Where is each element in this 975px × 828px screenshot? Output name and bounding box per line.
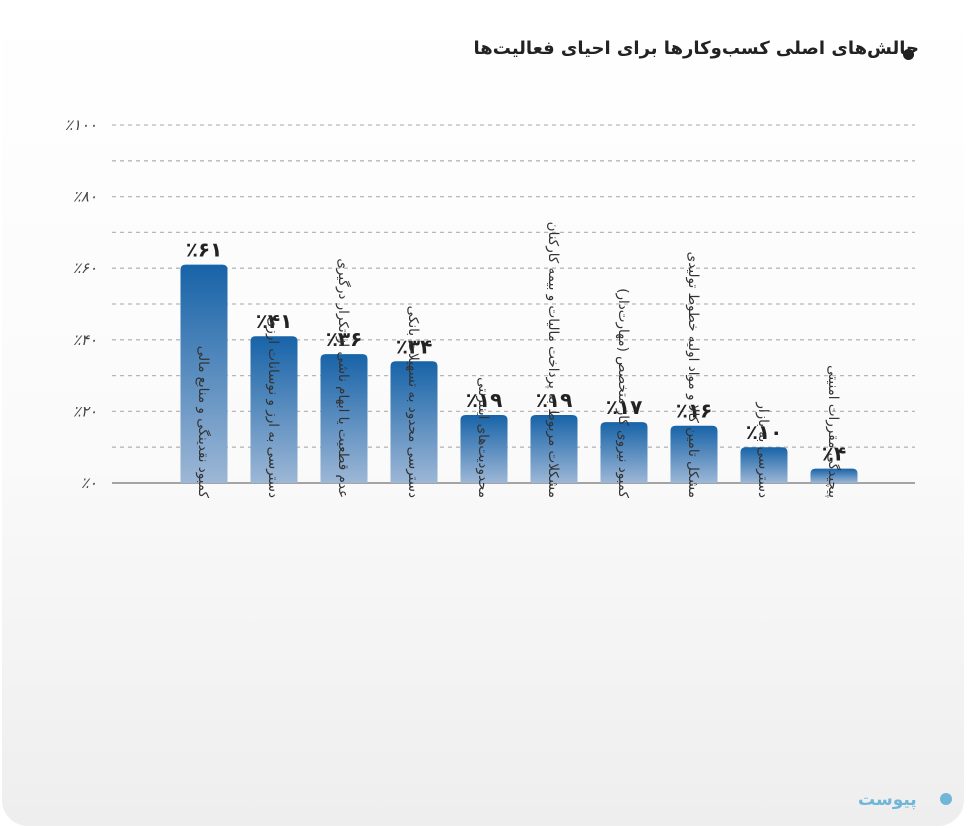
bar-value-label: ٪۴ — [822, 442, 846, 466]
y-tick-label: ٪۴۰ — [73, 331, 97, 349]
bar — [670, 425, 718, 483]
bar — [250, 336, 298, 483]
category-label: دسترسی به بازار — [755, 401, 771, 498]
bar-value-label: ٪۱۰ — [746, 420, 783, 444]
watermark-logo: پیوست — [858, 790, 917, 810]
bar-value-label: ٪۳۴ — [396, 334, 433, 358]
bar-value-label: ٪۴۱ — [256, 309, 293, 333]
bar — [460, 414, 508, 483]
y-tick-label: ٪۸۰ — [73, 188, 97, 206]
bar — [390, 361, 438, 483]
category-label: پیچیدگی مقررات امنیتی — [825, 365, 842, 498]
bar — [530, 414, 578, 483]
bars — [180, 264, 858, 483]
watermark-logo-icon — [940, 793, 952, 805]
bar — [810, 468, 858, 483]
bar — [320, 354, 368, 483]
y-tick-label: ٪۶۰ — [73, 259, 97, 277]
chart-title: چالش‌های اصلی کسب‌وکارها برای احیای فعال… — [473, 38, 919, 59]
category-label: دسترسی به ارز و نوسانات ارزی — [265, 317, 281, 498]
title-bullet — [903, 49, 914, 60]
category-label: کمبود نقدینگی و منابع مالی — [195, 346, 212, 499]
chart-text: ٪۰ ٪۲۰ ٪۴۰ ٪۶۰ ٪۸۰ ٪۱۰۰ ٪۶۱ کمبود نقدینگی و منا… — [65, 116, 846, 499]
y-tick-label: ٪۲۰ — [73, 402, 97, 420]
category-label: مشکلات مربوط به پرداخت مالیات و بیمه کار… — [545, 222, 561, 498]
bar-value-label: ٪۳۶ — [326, 327, 363, 351]
category-label: کمبود نیروی کار متخصص (مهارت‌دار) — [615, 288, 631, 498]
bar-value-label: ٪۱۹ — [466, 388, 503, 412]
bar — [180, 264, 228, 483]
bar-value-label: ٪۱۹ — [536, 388, 573, 412]
y-tick-label: ٪۰ — [81, 474, 97, 492]
category-label: مشکل تامین کالا و مواد اولیه خطوط تولیدی — [685, 252, 701, 498]
bar — [740, 447, 788, 483]
bar-value-label: ٪۶۱ — [186, 238, 223, 262]
category-label: دسترسی محدود به تسهیلات بانکی — [405, 306, 421, 498]
bar-value-label: ٪۱۶ — [676, 399, 713, 423]
category-label: محدودیت‌های اینترنتی — [475, 377, 491, 498]
y-tick-label: ٪۱۰۰ — [65, 116, 97, 134]
grid-lines — [112, 124, 915, 484]
bar — [600, 422, 648, 483]
bar-value-label: ٪۱۷ — [606, 395, 643, 419]
category-label: عدم قطعیت یا ابهام ناشی از تکرار درگیری — [335, 258, 352, 498]
